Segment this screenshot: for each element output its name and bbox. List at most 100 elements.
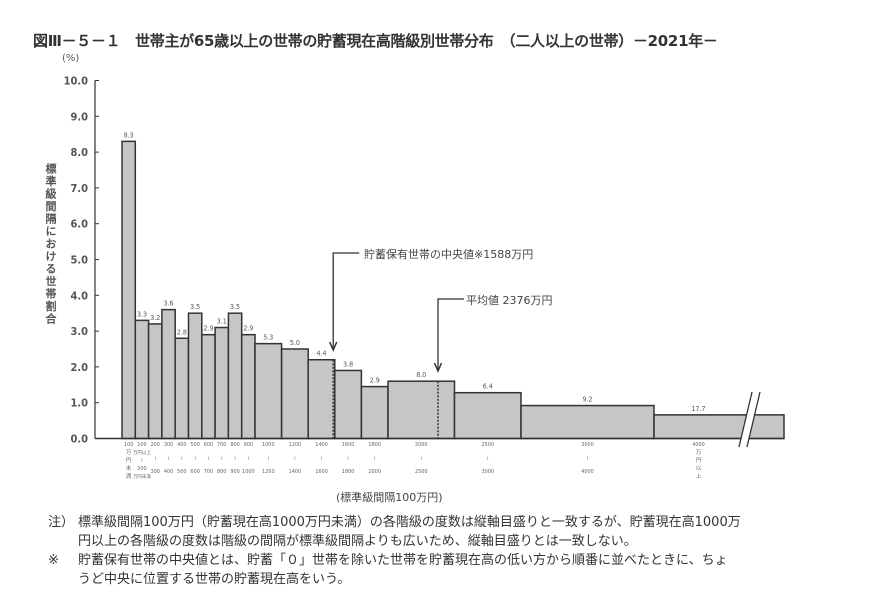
x-tick-label: 万円以上 [133, 449, 151, 456]
x-tick-label: 2500 [481, 442, 494, 448]
x-tick-label: 1200 [262, 469, 275, 475]
x-tick-label: 万 [696, 449, 702, 456]
x-tick-label: ≀ [181, 456, 183, 462]
histogram-bar [653, 414, 785, 440]
histogram-bar [387, 380, 456, 440]
histogram-bar [280, 348, 309, 440]
x-tick-label: ≀ [487, 456, 489, 462]
x-tick-label: ≀ [141, 458, 143, 464]
footnotes: 注） 標準級間隔100万円（貯蓄現在高1000万円未満）の各階級の度数は縦軸目盛… [48, 513, 741, 589]
x-tick-label: 700 [204, 469, 213, 475]
y-tick-label: 1.0 [70, 397, 88, 410]
x-tick-label: 円 [126, 457, 132, 464]
x-tick-label: 500 [177, 469, 186, 475]
x-tick-label: 700 [217, 442, 226, 448]
y-tick-label: 3.0 [70, 325, 88, 338]
x-tick-label: 2000 [415, 442, 428, 448]
x-tick-label: 100 [124, 442, 133, 448]
x-tick-label: 万 [126, 449, 132, 456]
bar-value-label: 9.2 [582, 396, 592, 404]
median-arrow-line [332, 252, 360, 350]
y-tick-label: 2.0 [70, 361, 88, 374]
footnote-line: 標準級間隔100万円（貯蓄現在高1000万円未満）の各階級の度数は縦軸目盛りと一… [78, 515, 741, 530]
x-tick-label: ≀ [587, 456, 589, 462]
bar-value-label: 8.3 [124, 131, 134, 139]
x-tick-label: 900 [230, 469, 239, 475]
x-tick-label: 万円未満 [133, 473, 151, 480]
histogram-bar [360, 385, 389, 440]
x-tick-label: ≀ [321, 456, 323, 462]
x-tick-label: 200 [151, 442, 160, 448]
x-tick-label: 満 [126, 473, 132, 480]
histogram-bar [174, 337, 190, 440]
bar-value-label: 3.3 [137, 310, 147, 318]
x-tick-label: ≀ [374, 456, 376, 462]
x-tick-label: ≀ [234, 456, 236, 462]
bar-value-label: 3.5 [230, 303, 240, 311]
bar-value-label: 2.9 [243, 325, 253, 333]
footnote-line: 円以上の各階級の度数は階級の間隔が標準級間隔よりも広いため、縦軸目盛りとは一致し… [78, 534, 637, 549]
x-tick-label: 以 [696, 466, 702, 472]
y-tick-label: 9.0 [70, 110, 88, 123]
bar-value-label: 17.7 [691, 405, 705, 413]
x-axis-title: (標準級間隔100万円) [336, 491, 443, 504]
x-tick-label: 500 [190, 442, 199, 448]
bar-value-label: 8.0 [416, 371, 426, 379]
bar-value-label: 3.1 [217, 318, 227, 326]
x-tick-label: 円 [696, 457, 702, 464]
x-tick-label: 未 [126, 464, 132, 472]
footnote-marker: 注） [48, 515, 75, 530]
histogram-bar [214, 326, 230, 440]
x-tick-label: 4000 [581, 469, 594, 475]
x-tick-label: 100 [137, 442, 146, 448]
x-tick-label: 900 [244, 442, 253, 448]
x-tick-label: 1800 [342, 469, 355, 475]
x-tick-label: 3000 [581, 442, 594, 448]
histogram-bar [254, 342, 283, 440]
histogram-bar [453, 391, 522, 440]
x-tick-label: 1600 [315, 469, 328, 475]
x-tick-label: ≀ [208, 456, 210, 462]
bar-value-label: 5.3 [263, 334, 273, 342]
y-tick-label: 7.0 [70, 182, 88, 195]
axis-break-gap [739, 392, 760, 447]
footnote-1: 注） 標準級間隔100万円（貯蓄現在高1000万円未満）の各階級の度数は縦軸目盛… [48, 513, 741, 551]
y-tick-label: 6.0 [70, 218, 88, 231]
footnote-line: うど中央に位置する世帯の貯蓄現在高をいう。 [78, 572, 351, 587]
y-axis-title: 標準級間隔における世帯割合 [44, 163, 57, 326]
x-tick-label: 1600 [342, 442, 355, 448]
y-tick-label: 5.0 [70, 254, 88, 267]
footnote-line: 貯蓄保有世帯の中央値とは、貯蓄「０」世帯を除いた世帯を貯蓄現在高の低い方から順番… [78, 553, 728, 568]
x-tick-label: 1000 [262, 442, 275, 448]
axis-break-mark [746, 391, 761, 448]
mean-arrow-line [437, 298, 465, 371]
footnote-marker: ※ [48, 553, 59, 568]
y-tick-label: 4.0 [70, 289, 88, 302]
x-tick-label: ≀ [194, 456, 196, 462]
x-tick-label: 1200 [289, 442, 302, 448]
y-tick-label: 8.0 [70, 146, 88, 159]
x-tick-label: 1800 [368, 442, 381, 448]
mean-annotation: 平均値 2376万円 [466, 294, 553, 307]
bar-value-label: 6.4 [483, 383, 493, 391]
bar-value-label: 2.9 [370, 377, 380, 385]
x-tick-label: 600 [190, 469, 199, 475]
x-tick-label: 4000 [692, 442, 705, 448]
bar-value-label: 3.6 [164, 300, 174, 308]
arrow-down-icon [433, 362, 443, 373]
bar-value-label: 4.4 [316, 350, 326, 358]
x-tick-label: 300 [164, 442, 173, 448]
x-tick-label: 3000 [481, 469, 494, 475]
x-tick-label: 200 [137, 466, 146, 472]
histogram-bar [161, 308, 176, 440]
footnote-2: ※ 貯蓄保有世帯の中央値とは、貯蓄「０」世帯を除いた世帯を貯蓄現在高の低い方から… [48, 551, 741, 589]
x-tick-label: 600 [204, 442, 213, 448]
x-tick-label: ≀ [221, 456, 223, 462]
x-tick-label: 300 [151, 469, 160, 475]
x-tick-label: 1400 [315, 442, 328, 448]
x-tick-label: 2500 [415, 469, 428, 475]
x-tick-label: ≀ [168, 456, 170, 462]
bar-value-label: 2.8 [177, 328, 187, 336]
